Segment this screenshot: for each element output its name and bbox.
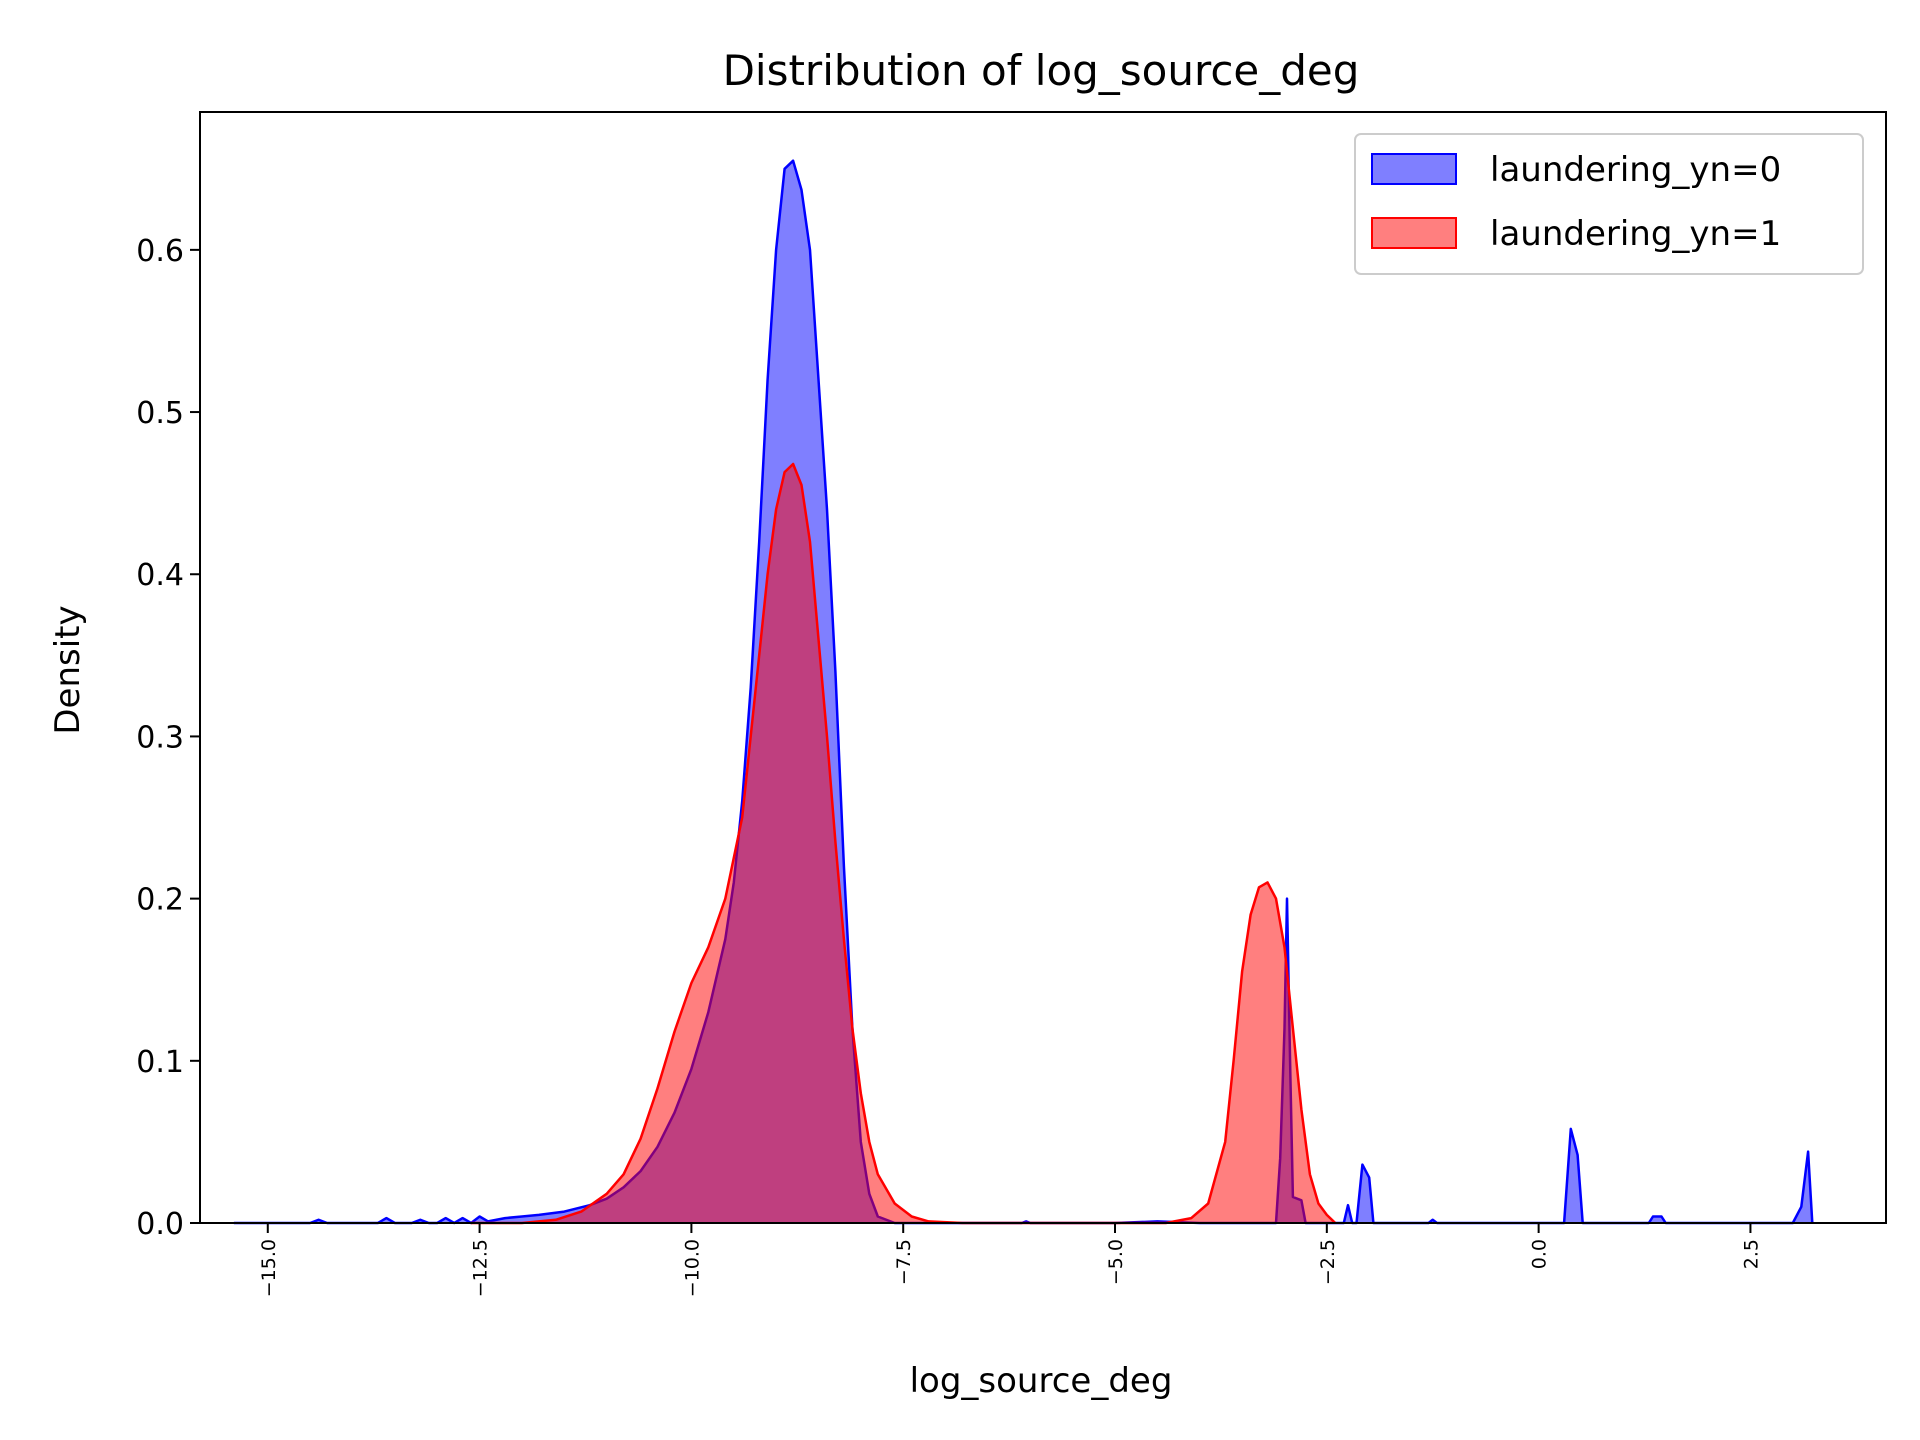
y-axis-label: Density [48, 605, 88, 734]
x-tick-label: −10.0 [681, 1239, 703, 1297]
y-axis: 0.0 0.1 0.2 0.3 0.4 0.5 0.6 [136, 234, 200, 1242]
x-tick-label: 2.5 [1740, 1239, 1762, 1269]
legend-label-laundering-0: laundering_yn=0 [1490, 150, 1781, 190]
series-layer [233, 159, 1814, 1225]
x-axis-label: log_source_deg [910, 1361, 1173, 1401]
legend-label-laundering-1: laundering_yn=1 [1490, 214, 1781, 254]
x-tick-label: −15.0 [258, 1239, 280, 1297]
y-tick-label: 0.6 [136, 234, 184, 269]
legend-swatch-laundering-1 [1371, 217, 1457, 249]
density-line-laundering-yn-0 [233, 159, 1814, 1225]
y-tick-label: 0.4 [136, 558, 184, 593]
x-tick-label: −12.5 [470, 1239, 492, 1297]
legend-swatch-laundering-0 [1371, 153, 1457, 185]
density-area-laundering-yn-1 [471, 464, 1336, 1223]
x-tick-label: 0.0 [1529, 1239, 1551, 1269]
x-tick-label: −7.5 [893, 1239, 915, 1285]
x-tick-label: −2.5 [1317, 1239, 1339, 1285]
y-tick-label: 0.0 [136, 1207, 184, 1242]
x-tick-label: −5.0 [1105, 1239, 1127, 1285]
chart-title: Distribution of log_source_deg [723, 46, 1360, 95]
density-area-laundering-yn-0 [233, 160, 1813, 1224]
plot-frame [199, 111, 1887, 1224]
y-tick-label: 0.3 [136, 720, 184, 755]
density-line-laundering-yn-1 [471, 462, 1337, 1225]
legend-frame [1354, 133, 1864, 275]
y-tick-label: 0.2 [136, 883, 184, 918]
y-tick-label: 0.5 [136, 396, 184, 431]
y-tick-label: 0.1 [136, 1045, 184, 1080]
legend: laundering_yn=0 laundering_yn=1 [1354, 133, 1864, 275]
x-axis: −15.0 −12.5 −10.0 −7.5 −5.0 −2.5 0.0 2.5 [258, 1223, 1762, 1297]
